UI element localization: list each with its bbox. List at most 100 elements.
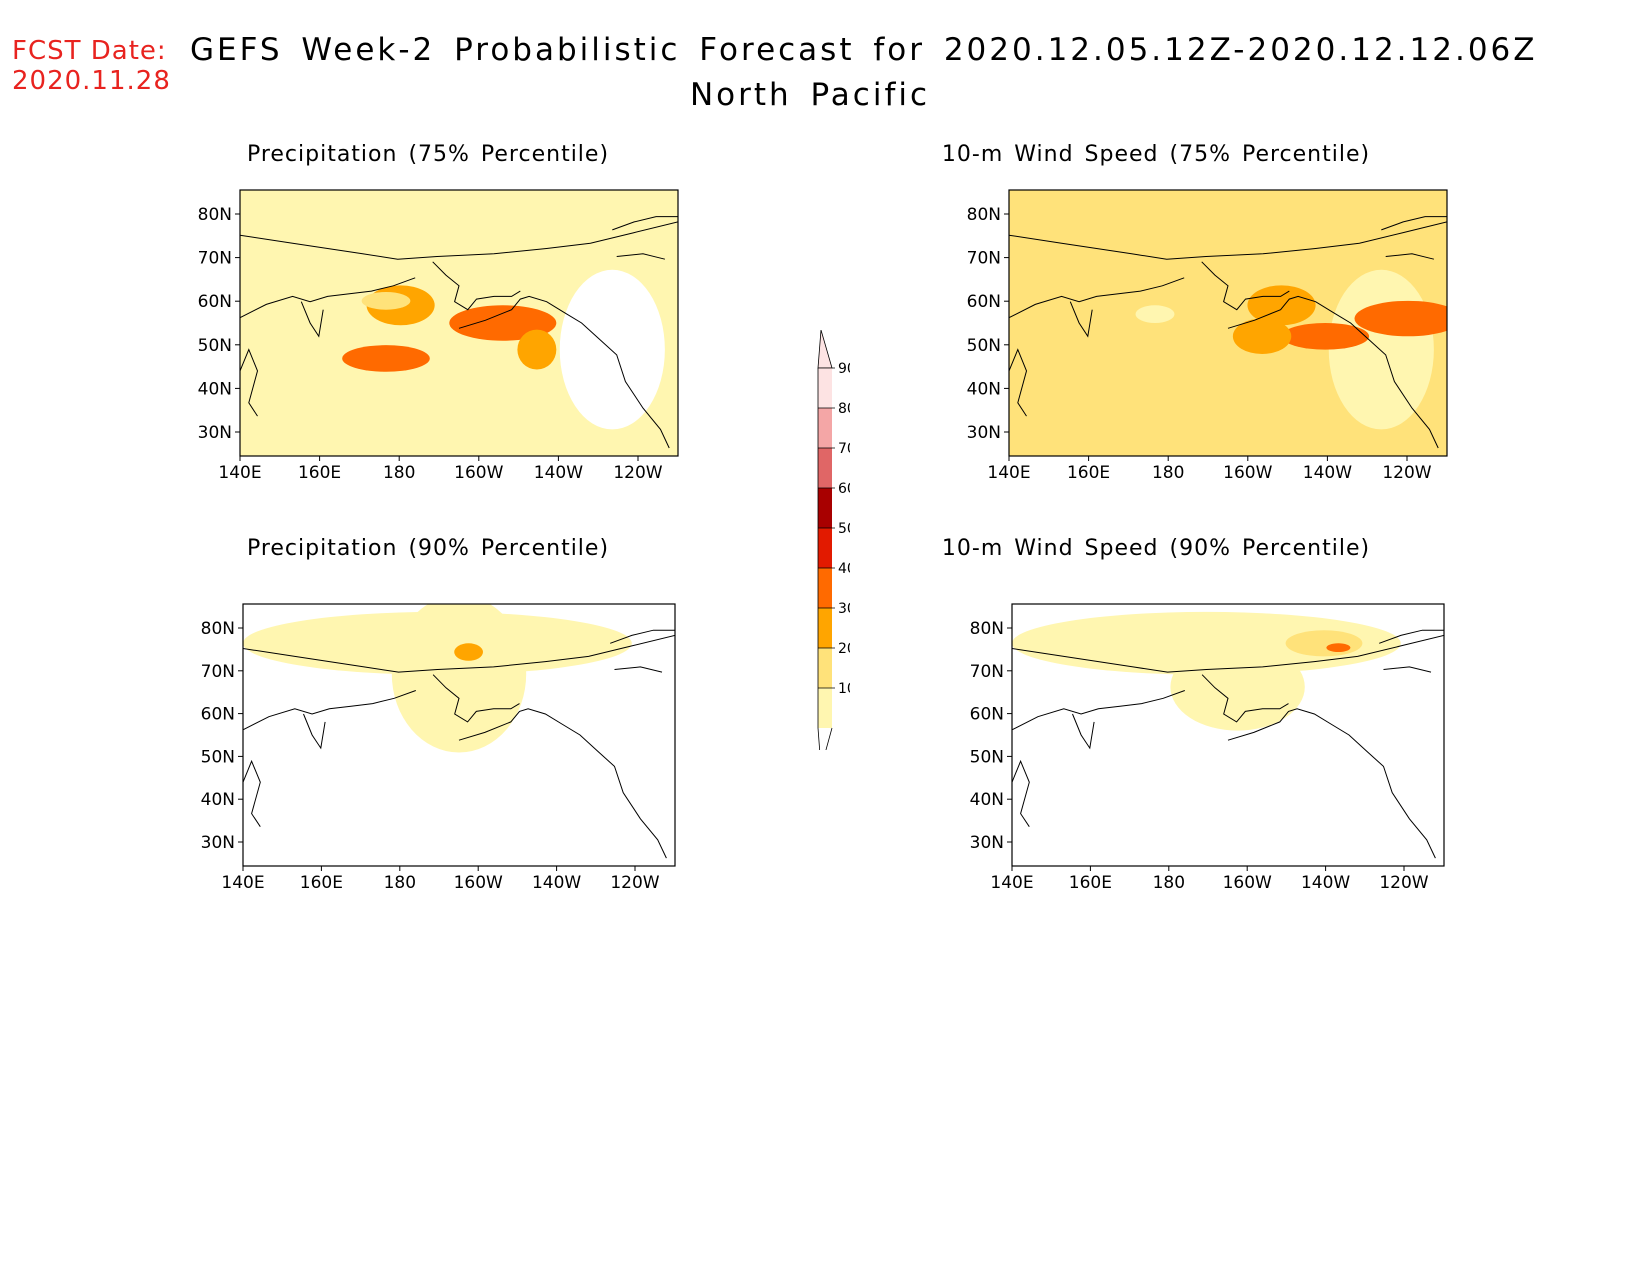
colorbar-label: 60 (838, 481, 850, 497)
lon-tick-label: 120W (610, 873, 659, 893)
colorbar-swatch (818, 448, 832, 488)
lon-tick-label: 180 (383, 463, 415, 483)
lon-tick-label: 140W (1301, 873, 1350, 893)
lon-tick-label: 140E (221, 873, 264, 893)
coastline (432, 674, 520, 723)
map-svg-wind75: 80N 70N 60N 50N 40N 30N 140E 160E 180 160W 140W 120… (967, 189, 1448, 483)
lon-tick-label: 180 (384, 873, 416, 893)
lat-tick-label: 80N (967, 205, 1001, 225)
lon-tick-label: 160E (1069, 873, 1112, 893)
plot-frame (1008, 189, 1448, 457)
coastline (616, 253, 666, 260)
lat-tick-label: 30N (198, 423, 232, 443)
coastline (243, 634, 675, 673)
fill-blob (361, 291, 411, 310)
main-title: GEFS Week-2 Probabilistic Forecast for 2… (190, 32, 1538, 68)
map-fill-precip90 (243, 604, 675, 866)
lon-tick-label: 140W (1303, 463, 1352, 483)
colorbar-swatch (818, 568, 832, 608)
lon-tick-label: 140W (532, 873, 581, 893)
colorbar-swatch (818, 528, 832, 568)
lat-tick-label: 80N (970, 619, 1004, 639)
region-subtitle: North Pacific (689, 77, 931, 113)
coastline (243, 690, 416, 731)
colorbar-cap-top (817, 329, 833, 369)
coastline (240, 277, 416, 319)
map-fill-wind75 (1009, 190, 1447, 456)
lon-tick-label: 160W (1223, 463, 1272, 483)
fill-blob (1247, 285, 1316, 326)
lat-tick-label: 30N (967, 423, 1001, 443)
colorbar-swatch (818, 488, 832, 528)
plot-frame (242, 603, 676, 867)
map-svg-precip75: 80N 70N 60N 50N 40N 30N 140E 160E 180 160W 140W 120… (198, 189, 679, 483)
fill-patch (1328, 269, 1434, 430)
lat-tick-label: 70N (198, 249, 232, 269)
fill-blob (1232, 318, 1292, 355)
coastline (1227, 708, 1436, 859)
map-panel-wind75: 80N 70N 60N 50N 40N 30N 140E 160E 180 160W 140W 120… (967, 189, 1448, 486)
panel-title-wind90: 10-m Wind Speed (90% Percentile) (941, 536, 1371, 561)
map-panel-precip90: 80N 70N 60N 50N 40N 30N 140E 160E 180 160W 140W 120… (201, 603, 676, 896)
map-panel-precip75: 80N 70N 60N 50N 40N 30N 140E 160E 180 160W 140W 120… (198, 189, 679, 486)
colorbar-cap-bottom (817, 727, 833, 769)
fill-blob (342, 345, 430, 372)
coastline (1227, 295, 1439, 449)
panel-title-precip75: Precipitation (75% Percentile) (246, 142, 610, 167)
lat-tick-label: 40N (201, 790, 235, 810)
fill-blob (1281, 323, 1370, 350)
coastline (1072, 713, 1095, 750)
fill-patch (559, 269, 665, 430)
lat-tick-label: 40N (967, 379, 1001, 399)
colorbar-swatch (818, 408, 832, 448)
coastline (1385, 253, 1435, 260)
colorbar-swatch (818, 368, 832, 408)
coastline (240, 221, 678, 260)
coastline (458, 295, 670, 449)
lon-tick-label: 160E (300, 873, 343, 893)
lon-tick-label: 180 (1152, 463, 1184, 483)
colorbar-swatch (818, 608, 832, 648)
fill-blob (1135, 305, 1175, 323)
lat-tick-label: 70N (970, 662, 1004, 682)
map-svg-wind90: 80N 70N 60N 50N 40N 30N 140E 160E 180 160W 140W 120… (970, 603, 1445, 893)
fill-blob (425, 612, 483, 631)
lat-tick-label: 40N (198, 379, 232, 399)
lon-tick-label: 120W (1382, 463, 1431, 483)
fill-blob (454, 643, 483, 661)
colorbar-label: 70 (838, 441, 850, 457)
coastline (1379, 629, 1444, 644)
fill-patch (1012, 611, 1401, 675)
lat-tick-label: 80N (201, 619, 235, 639)
lat-tick-label: 30N (970, 833, 1004, 853)
lat-tick-label: 60N (967, 292, 1001, 312)
coastline (614, 666, 663, 673)
colorbar-swatch (818, 688, 832, 728)
lon-tick-label: 140E (990, 873, 1033, 893)
plot-frame (1011, 603, 1445, 867)
lon-tick-label: 140E (218, 463, 261, 483)
fill-blob (1170, 643, 1305, 731)
coastline (1009, 277, 1185, 319)
lon-tick-label: 160E (298, 463, 341, 483)
coastline (1009, 348, 1028, 417)
coastline (1381, 216, 1447, 231)
colorbar: 90 80 70 60 50 40 30 20 10 (790, 329, 856, 769)
lat-tick-label: 60N (970, 705, 1004, 725)
forecast-date-value: 2020.11.28 (12, 66, 171, 96)
map-panel-wind90: 80N 70N 60N 50N 40N 30N 140E 160E 180 160W 140W 120… (970, 603, 1445, 896)
lon-tick-label: 120W (613, 463, 662, 483)
lon-tick-label: 160W (454, 873, 503, 893)
coastline (1201, 261, 1290, 311)
lon-tick-label: 180 (1153, 873, 1185, 893)
lat-tick-label: 60N (198, 292, 232, 312)
lat-tick-label: 50N (970, 747, 1004, 767)
coastline (1069, 301, 1093, 338)
fill-blob (1326, 643, 1351, 653)
coastline (1012, 634, 1444, 673)
lon-tick-label: 160W (454, 463, 503, 483)
plot-frame (239, 189, 679, 457)
lon-tick-label: 140W (534, 463, 583, 483)
lon-tick-label: 160E (1067, 463, 1110, 483)
lon-tick-label: 140E (987, 463, 1030, 483)
